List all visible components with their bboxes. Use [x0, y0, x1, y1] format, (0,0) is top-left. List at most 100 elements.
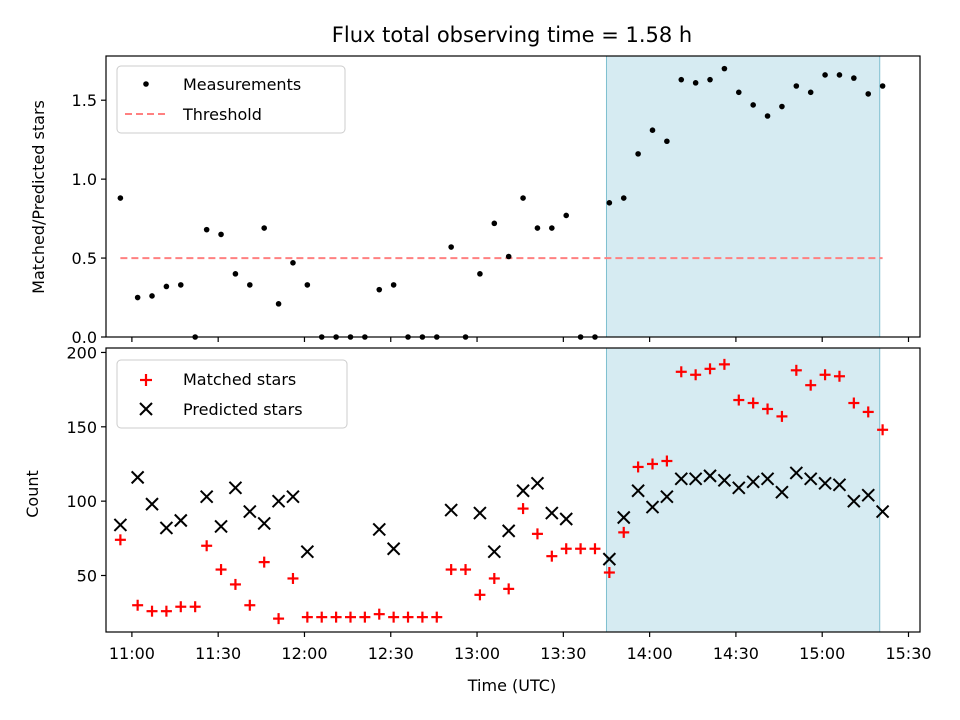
matched-star-point [704, 363, 716, 375]
matched-star-point [201, 540, 213, 552]
top-x-ticks [131, 337, 910, 342]
matched-star-point [402, 611, 414, 623]
measurement-point [620, 195, 627, 201]
top-shaded-span [605, 55, 881, 338]
predicted-star-point [660, 489, 674, 504]
predicted-star-point [501, 524, 516, 538]
bottom-y-axis-label: Count [23, 470, 42, 518]
matched-star-point [175, 601, 187, 613]
matched-star-point [718, 358, 730, 370]
measurement-point [232, 271, 239, 277]
measurement-point [149, 293, 155, 299]
matched-star-point [675, 366, 687, 378]
predicted-star-point [645, 500, 660, 514]
matched-star-point [244, 599, 256, 611]
matched-star-point [330, 611, 342, 623]
matched-star-point [287, 572, 299, 584]
predicted-star-point [257, 516, 271, 531]
matched-star-point [833, 370, 845, 382]
matched-star-point [819, 369, 831, 381]
matched-star-point [531, 528, 543, 540]
measurement-point [117, 195, 124, 201]
predicted-star-point [832, 478, 847, 492]
measurement-point [707, 76, 713, 83]
matched-star-point [215, 564, 227, 576]
matched-star-point [805, 379, 817, 391]
legend-predicted-label: Predicted stars [183, 400, 303, 419]
matched-star-point [603, 567, 615, 579]
predicted-star-point [174, 513, 188, 528]
bottom-x-tick-label: 14:30 [713, 644, 759, 663]
matched-star-point [647, 458, 659, 470]
predicted-star-point [818, 476, 832, 491]
predicted-star-point [559, 512, 573, 526]
measurement-point [836, 72, 843, 78]
predicted-star-point [875, 504, 890, 519]
bottom-x-tick-label: 13:30 [540, 644, 586, 663]
measurement-point [218, 231, 224, 238]
predicted-star-point [746, 475, 760, 489]
bottom-x-tick-label: 13:00 [454, 644, 500, 663]
predicted-star-point [602, 552, 617, 566]
measurement-point [735, 89, 742, 96]
matched-star-point [776, 410, 788, 422]
predicted-star-point [228, 481, 243, 495]
top-axes-frame [105, 55, 921, 338]
predicted-star-point [717, 473, 732, 488]
measurement-point [549, 225, 555, 231]
bottom-x-tick-label: 12:30 [368, 644, 414, 663]
measurement-point [376, 286, 383, 293]
measurement-point [649, 127, 656, 133]
matched-star-point [733, 394, 745, 406]
measurement-point [477, 271, 483, 277]
measurement-point [134, 294, 141, 301]
matched-star-point [474, 589, 486, 601]
predicted-star-point [243, 504, 257, 519]
matched-star-point [517, 503, 529, 515]
matched-star-point [877, 424, 889, 436]
matched-star-point [189, 601, 201, 613]
bottom-panel: 50 100 150 200 11:00 11:30 12:00 12:30 13:00 13:… [23, 343, 932, 695]
predicted-star-point [130, 470, 145, 485]
predicted-star-point [159, 521, 174, 535]
measurement-point [163, 283, 170, 290]
matched-star-point [661, 455, 673, 467]
bottom-x-tick-label: 15:00 [799, 644, 845, 663]
measurement-point [390, 282, 397, 288]
matched-star-point [359, 611, 371, 623]
measurement-point [750, 102, 756, 108]
predicted-star-point [803, 472, 818, 486]
top-y-axis-label: Matched/Predicted stars [29, 100, 48, 294]
predicted-stars-points [113, 466, 890, 566]
legend-matched-label: Matched stars [183, 370, 296, 389]
measurement-point [275, 301, 282, 307]
predicted-star-point [271, 494, 286, 508]
matched-star-point [762, 403, 774, 415]
matched-star-point [160, 605, 172, 617]
bottom-shaded-span [605, 347, 881, 633]
matched-star-point [132, 599, 144, 611]
measurement-point [678, 76, 685, 83]
matched-stars-points [114, 358, 889, 625]
bottom-y-tick-label: 50 [77, 566, 97, 585]
measurement-point [692, 80, 699, 86]
predicted-star-point [789, 466, 804, 480]
measurement-point [505, 253, 512, 260]
predicted-star-point [444, 503, 458, 517]
measurement-point [606, 200, 613, 206]
measurement-point [635, 151, 641, 157]
legend-matched-marker [140, 374, 152, 386]
measurement-point [261, 225, 267, 231]
measurement-point [290, 260, 296, 266]
predicted-star-point [300, 544, 315, 559]
measurement-point [448, 244, 454, 250]
matched-star-point [344, 611, 356, 623]
measurement-point [563, 212, 570, 219]
predicted-star-point [847, 494, 861, 508]
matched-star-point [848, 397, 860, 409]
measurement-point [491, 220, 498, 227]
matched-star-point [460, 564, 472, 576]
bottom-x-tick-label: 12:00 [281, 644, 327, 663]
measurement-point [764, 113, 771, 119]
